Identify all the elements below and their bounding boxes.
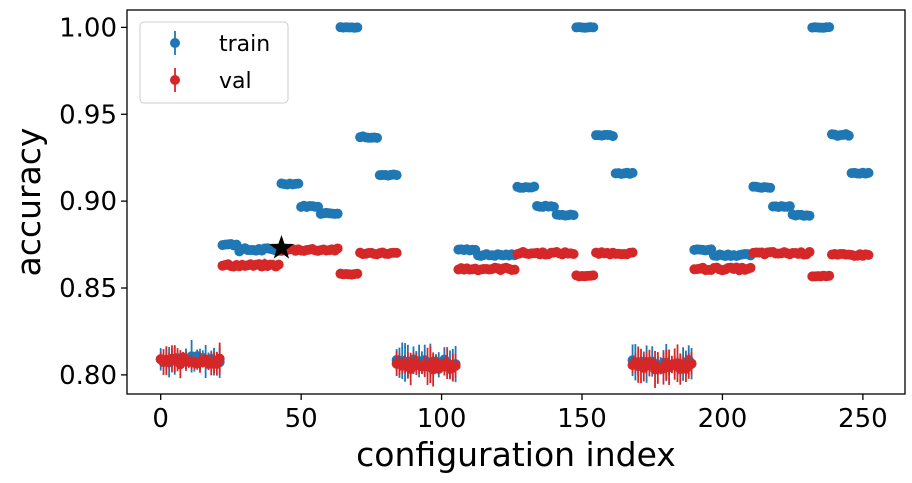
data-point: [745, 262, 756, 273]
x-tick-label: 0: [152, 404, 169, 434]
x-axis-ticks: 0 50 100 150 200 250: [152, 394, 888, 434]
data-point: [607, 131, 618, 142]
y-axis-label: accuracy: [9, 128, 48, 277]
y-tick-label: 1.00: [59, 13, 117, 43]
data-point: [529, 181, 540, 192]
data-point: [588, 22, 599, 33]
data-point: [686, 358, 697, 369]
data-point: [568, 210, 579, 221]
data-point: [824, 22, 835, 33]
y-tick-label: 0.95: [59, 100, 117, 130]
data-point: [391, 170, 402, 181]
data-point: [627, 167, 638, 178]
data-point: [863, 249, 874, 260]
data-point: [293, 178, 304, 189]
x-tick-label: 250: [838, 404, 888, 434]
x-tick-label: 200: [698, 404, 748, 434]
y-tick-label: 0.85: [59, 274, 117, 304]
legend: train val: [139, 21, 289, 104]
data-point: [548, 201, 559, 212]
x-tick-label: 100: [417, 404, 467, 434]
x-axis-label: configuration index: [356, 435, 676, 474]
data-point: [450, 360, 461, 371]
data-point: [863, 167, 874, 178]
plot-frame: [126, 9, 906, 395]
data-point: [391, 247, 402, 258]
data-point: [588, 270, 599, 281]
data-point: [332, 208, 343, 219]
legend-label-train: train: [219, 32, 270, 57]
chart-marks: [155, 22, 874, 388]
data-point: [804, 246, 815, 257]
series-val: [155, 243, 874, 388]
legend-item-train: train: [170, 31, 270, 57]
y-tick-label: 0.90: [59, 187, 117, 217]
x-tick-label: 50: [285, 404, 318, 434]
data-point: [843, 130, 854, 141]
data-point: [352, 268, 363, 279]
legend-marker-val: [170, 75, 180, 85]
x-tick-label: 150: [557, 404, 607, 434]
legend-marker-train: [170, 38, 180, 48]
data-point: [371, 132, 382, 143]
data-point: [824, 270, 835, 281]
data-point: [273, 259, 284, 270]
data-point: [214, 353, 225, 364]
data-point: [568, 249, 579, 260]
y-tick-label: 0.80: [59, 361, 117, 391]
data-point: [332, 243, 343, 254]
data-point: [784, 201, 795, 212]
data-point: [804, 210, 815, 221]
data-point: [765, 182, 776, 193]
legend-label-val: val: [219, 69, 252, 94]
data-point: [627, 247, 638, 258]
y-axis-ticks: 0.80 0.85 0.90 0.95 1.00: [59, 13, 127, 391]
data-point: [352, 22, 363, 33]
star-marker: [269, 235, 294, 259]
legend-item-val: val: [170, 68, 252, 94]
data-point: [509, 264, 520, 275]
